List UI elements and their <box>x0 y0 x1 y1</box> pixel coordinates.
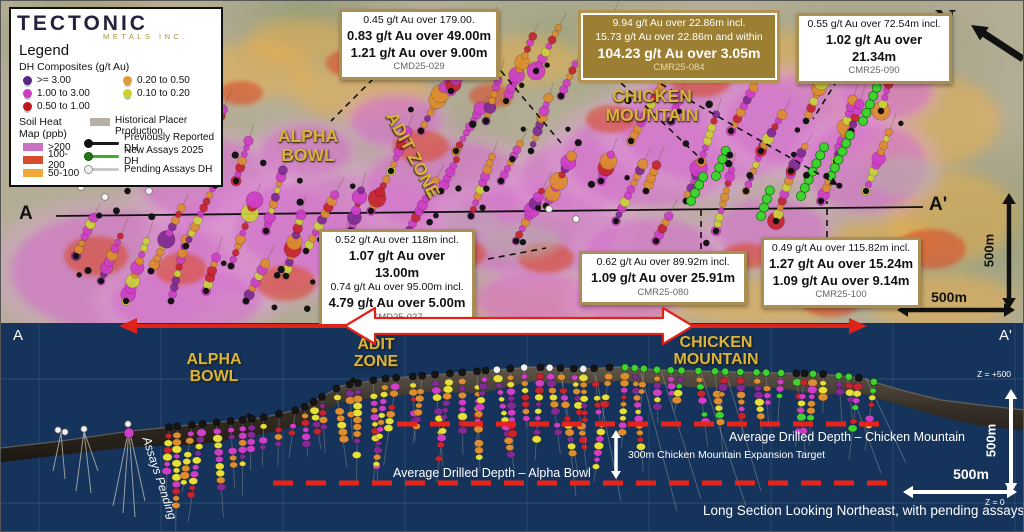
long-section-graphics <box>1 323 1023 531</box>
hole-id: CMD25-027 <box>371 311 423 323</box>
zone-label-chicken-mountain: CHICKEN MOUNTAIN <box>605 86 699 125</box>
dh-dot-swatch <box>123 88 132 98</box>
legend-dh-title: DH Composites (g/t Au) <box>19 60 130 73</box>
plan-map-graphics <box>1 1 1023 326</box>
drill-callout-CMD25-029: 0.45 g/t Au over 179.00. 0.83 g/t Au ove… <box>339 9 499 80</box>
dh-line-symbol <box>84 138 120 148</box>
elevation-bottom-label: Z = 0 <box>985 497 1005 507</box>
dh-line-symbol <box>84 151 120 161</box>
map-scale-horizontal: 500m <box>931 289 967 305</box>
placer-swatch <box>90 117 110 126</box>
dh-dot-swatch <box>23 101 32 111</box>
section-scale-horizontal: 500m <box>953 466 989 482</box>
section-start-label-bottom: A <box>13 327 24 344</box>
drill-callout-CMR25-100: 0.49 g/t Au over 115.82m incl. 1.27 g/t … <box>761 237 921 308</box>
legend-item: 100-200 <box>17 149 84 171</box>
legend-item: 0.50 to 1.00 <box>17 100 117 113</box>
legend-item: 1.00 to 3.00 <box>17 87 117 100</box>
drill-callout-CMR25-080: 0.62 g/t Au over 89.92m incl. 1.09 g/t A… <box>579 251 747 305</box>
hole-id: CMD25-029 <box>393 61 445 73</box>
legend-item: 0.20 to 0.50 <box>117 74 190 87</box>
avg-depth-chicken-label: Average Drilled Depth – Chicken Mountain <box>729 430 966 444</box>
legend-item: >200 <box>17 141 84 154</box>
legend-soil-title: Soil Heat Map (ppb) <box>19 115 67 140</box>
dh-dot-swatch <box>23 88 32 98</box>
drill-callout-CMD25-027: 0.52 g/t Au over 118m incl. 1.07 g/t Au … <box>319 229 475 326</box>
drill-callout-CMR25-090: 0.55 g/t Au over 72.54m incl. 1.02 g/t A… <box>796 13 952 84</box>
dh-dot-swatch <box>123 75 132 85</box>
map-scale-vertical: 500m <box>981 233 997 268</box>
legend-panel: TECTONIC METALS INC. Legend DH Composite… <box>9 7 223 187</box>
section-zone-alpha-bowl: ALPHA BOWL <box>186 351 242 386</box>
elevation-top-label: Z = +500 <box>977 369 1012 379</box>
legend-item: Previously Reported DH <box>84 132 215 154</box>
soil-swatch <box>23 143 43 151</box>
section-end-label: A' <box>929 194 948 215</box>
hole-id: CMR25-100 <box>815 289 867 301</box>
section-caption: Long Section Looking Northeast, with pen… <box>703 503 1024 518</box>
legend-item: Historical Placer Production <box>84 115 215 137</box>
legend-item: >= 3.00 <box>17 74 117 87</box>
legend-item: Pending Assays DH <box>84 163 215 176</box>
hole-id: CMR25-084 <box>653 62 705 74</box>
section-start-label: A <box>19 203 33 224</box>
legend-item: 0.10 to 0.20 <box>117 87 190 100</box>
legend-item: New Assays 2025 DH <box>84 145 215 167</box>
hole-id: CMR25-090 <box>848 65 900 77</box>
section-scale-vertical: 500m <box>983 423 999 458</box>
dh-line-symbol <box>84 164 120 174</box>
dh-dot-swatch <box>23 75 32 85</box>
expansion-target-label: 300m Chicken Mountain Expansion Target <box>628 449 826 461</box>
section-zone-chicken-mountain: CHICKEN MOUNTAIN <box>673 334 759 369</box>
long-section <box>1 323 1023 531</box>
zone-label-alpha-bowl: ALPHA BOWL <box>277 126 339 165</box>
soil-swatch <box>23 169 43 177</box>
plan-map: TECTONIC METALS INC. Legend DH Composite… <box>1 1 1023 326</box>
hole-id: CMR25-080 <box>637 286 689 298</box>
avg-depth-alpha-label: Average Drilled Depth – Alpha Bowl <box>393 466 591 480</box>
section-zone-adit: ADIT ZONE <box>353 336 399 371</box>
company-logo-sub: METALS INC. <box>103 32 189 41</box>
legend-title: Legend <box>19 41 70 59</box>
section-end-label-bottom: A' <box>999 327 1012 344</box>
drill-callout-CMR25-084: 9.94 g/t Au over 22.86m incl. 15.73 g/t … <box>578 10 780 83</box>
legend-item: 50-100 <box>17 167 84 180</box>
company-logo: TECTONIC <box>17 12 148 35</box>
soil-swatch <box>23 156 43 164</box>
